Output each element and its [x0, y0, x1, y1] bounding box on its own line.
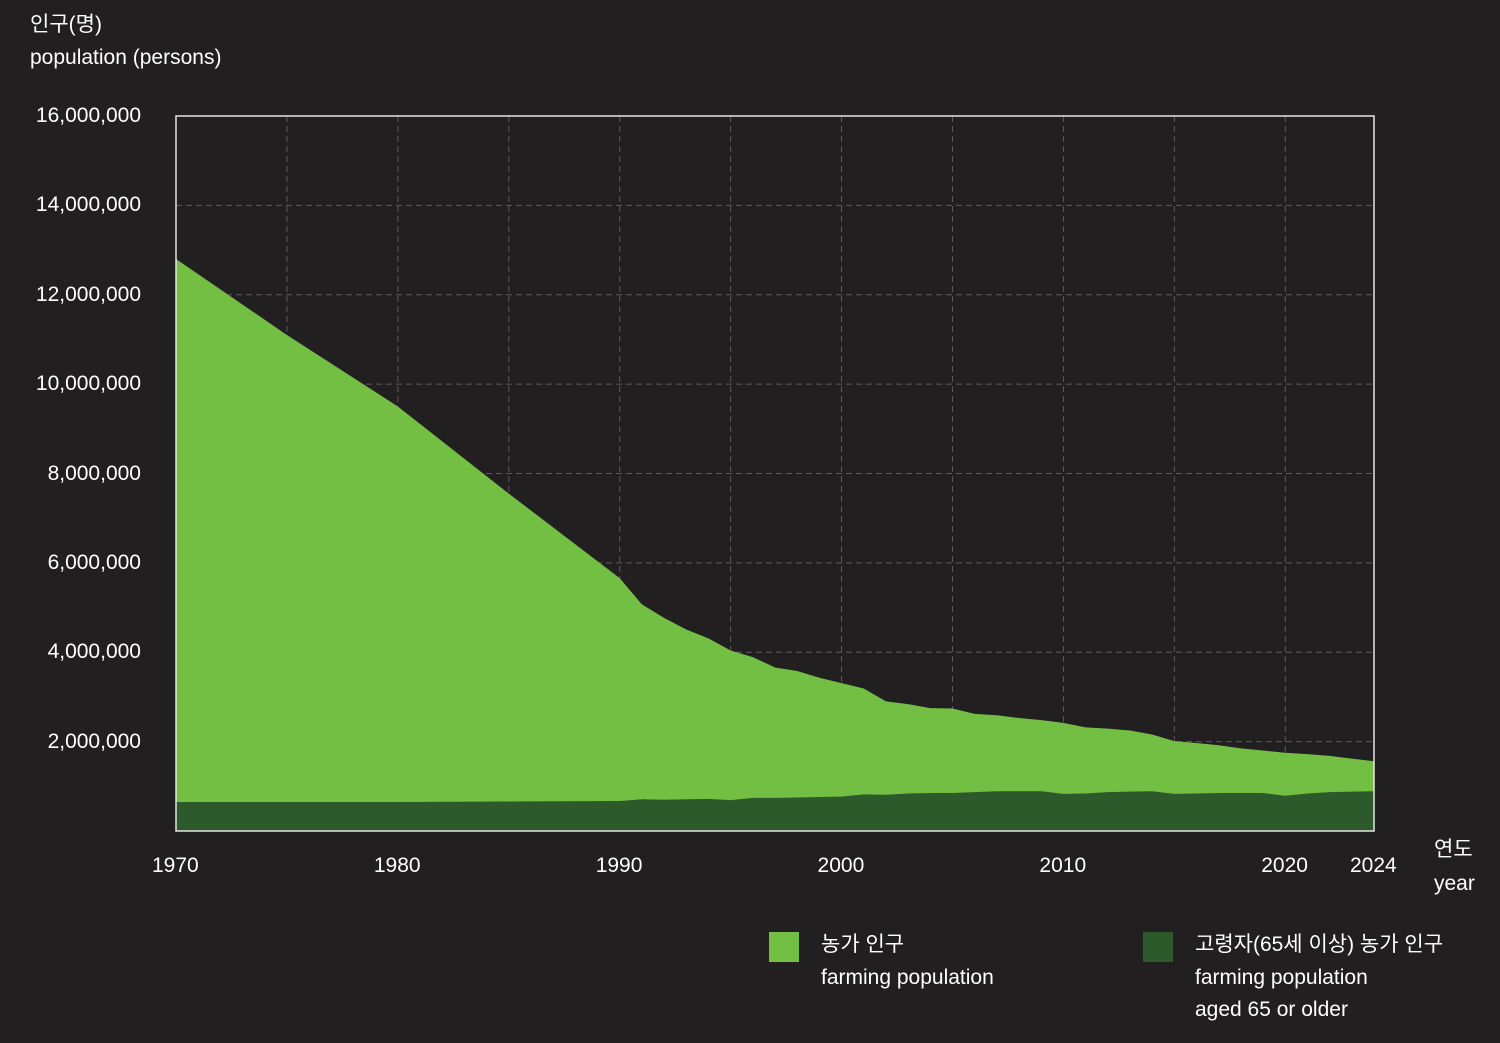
x-tick-label: 2000 — [817, 854, 865, 877]
x-tick-label: 1990 — [595, 854, 643, 877]
x-tick-label: 2024 — [1350, 854, 1397, 877]
y-tick-label: 8,000,000 — [47, 461, 141, 485]
y-axis-title-ko: 인구(명) — [30, 13, 102, 36]
legend-swatch-farming — [769, 932, 799, 962]
y-tick-label: 4,000,000 — [47, 640, 141, 664]
area-series — [176, 259, 1374, 831]
x-tick-label: 1970 — [152, 854, 199, 877]
y-axis-title-en: population (persons) — [30, 46, 222, 69]
area-elderly-farming-population — [176, 791, 1374, 831]
y-tick-label: 16,000,000 — [35, 104, 141, 127]
y-tick-label: 10,000,000 — [35, 372, 141, 396]
legend-label-elderly-en-1: farming population — [1195, 966, 1368, 989]
legend-label-elderly-en-2: aged 65 or older — [1195, 998, 1348, 1021]
x-axis-title-ko: 연도 — [1434, 838, 1473, 861]
y-tick-label: 12,000,000 — [35, 282, 141, 306]
legend-label-farming-en: farming population — [821, 966, 994, 989]
legend-label-elderly-ko: 고령자(65세 이상) 농가 인구 — [1195, 933, 1444, 956]
y-tick-label: 14,000,000 — [35, 193, 141, 217]
x-axis-title-en: year — [1434, 872, 1475, 895]
x-tick-label: 2020 — [1261, 854, 1308, 877]
y-tick-label: 2,000,000 — [47, 729, 141, 753]
y-tick-label: 6,000,000 — [47, 550, 141, 574]
legend-swatch-elderly — [1143, 932, 1173, 962]
x-tick-label: 2010 — [1039, 854, 1087, 877]
plot-frame — [175, 115, 1375, 832]
area-farming-population — [176, 259, 1374, 831]
x-tick-label: 1980 — [373, 854, 421, 877]
legend-label-farming-ko: 농가 인구 — [821, 933, 905, 956]
